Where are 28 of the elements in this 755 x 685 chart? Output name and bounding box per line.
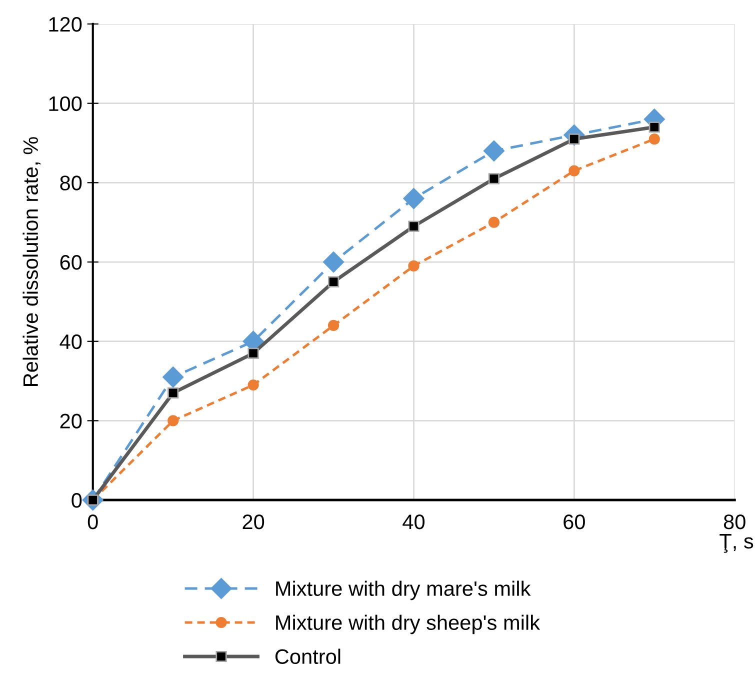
x-tick-label: 0 [88, 514, 98, 530]
y-axis-title: Relative dissolution rate, % [22, 137, 40, 386]
x-axis-title: Ţ, s [720, 534, 754, 553]
x-tick-label: 80 [724, 514, 746, 530]
point [248, 379, 259, 391]
x-tick-label: 40 [402, 514, 425, 530]
y-tick-label: 100 [49, 96, 82, 112]
legend-label: Mixture with dry mare's milk [276, 580, 531, 600]
point [323, 251, 344, 273]
y-tick-label: 20 [60, 414, 82, 428]
y-tick-label: 60 [60, 255, 82, 270]
legend-label: Control [275, 648, 340, 664]
point [162, 366, 184, 388]
point [483, 140, 504, 162]
point [488, 216, 500, 228]
point [408, 260, 420, 272]
point [403, 188, 424, 210]
y-tick-label: 80 [60, 176, 82, 190]
y-tick-label: 0 [72, 493, 82, 508]
point [568, 165, 580, 176]
y-tick-label: 120 [49, 16, 82, 32]
point [648, 133, 660, 145]
legend-label: Mixture with dry sheep's milk [276, 614, 540, 634]
point [328, 320, 340, 332]
point [168, 415, 179, 426]
y-tick-label: 40 [60, 334, 82, 350]
x-tick-label: 20 [242, 514, 264, 530]
x-tick-label: 60 [564, 514, 585, 530]
